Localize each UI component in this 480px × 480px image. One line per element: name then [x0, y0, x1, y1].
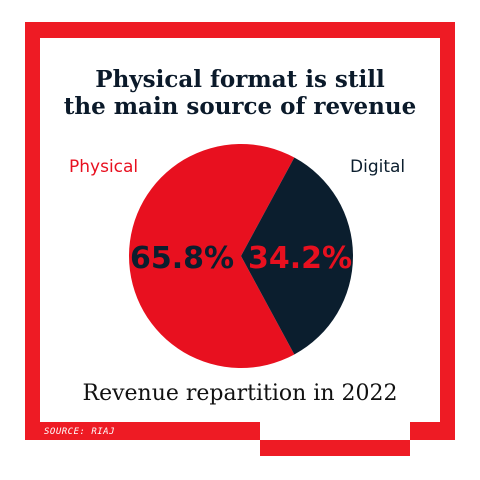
pie-slice-physical: [129, 143, 295, 368]
chart-title-line1: Physical format is still: [95, 66, 385, 93]
chart-title-line2: the main source of revenue: [63, 93, 417, 120]
source-note: SOURCE: RIAJ: [44, 427, 116, 437]
pie-label-physical: 65.8%: [130, 241, 234, 276]
pie-label-digital: 34.2%: [248, 241, 352, 276]
pie-slice-digital: [241, 157, 354, 355]
legend-digital: Digital: [350, 157, 406, 177]
chart-caption: Revenue repartition in 2022: [82, 381, 398, 406]
legend-physical: Physical: [69, 157, 139, 177]
